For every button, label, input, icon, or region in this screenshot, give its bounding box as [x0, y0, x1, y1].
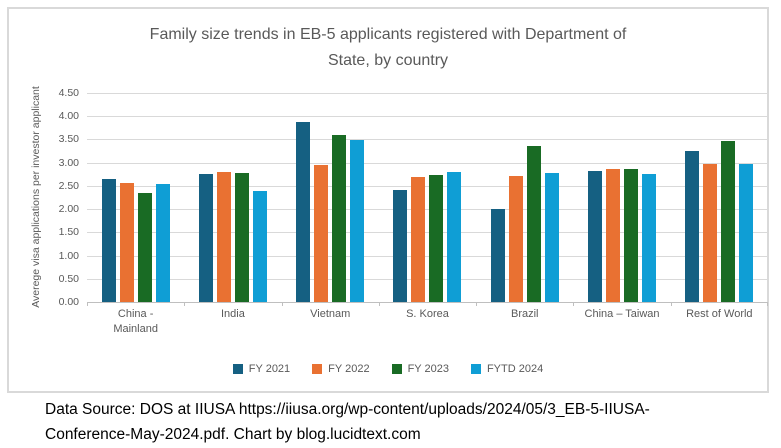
x-axis-category-label: Vietnam — [282, 307, 379, 338]
bar — [685, 151, 700, 302]
gridline — [87, 278, 768, 280]
legend-label: FY 2022 — [328, 363, 370, 375]
x-axis-tick-mark — [476, 302, 478, 306]
bar — [544, 172, 559, 302]
bar — [137, 192, 152, 302]
gridline — [87, 209, 768, 211]
y-axis-tick-label: 2.50 — [58, 179, 79, 192]
y-axis-tick-label: 2.00 — [58, 203, 79, 216]
bar-series-area — [87, 93, 768, 302]
bar — [490, 209, 505, 302]
legend-item: FY 2023 — [391, 363, 449, 375]
bar — [721, 141, 736, 302]
x-axis-category-label: S. Korea — [379, 307, 476, 338]
legend-label: FYTD 2024 — [486, 363, 544, 375]
bar — [624, 169, 639, 302]
legend-label: FY 2021 — [248, 363, 291, 375]
x-axis-tick-mark — [767, 302, 768, 306]
bar-group — [184, 93, 281, 302]
y-axis-tick-label: 0.00 — [58, 296, 79, 308]
bar — [642, 174, 657, 302]
x-axis-category-label-text: S. Korea — [406, 308, 449, 320]
bar — [234, 172, 249, 302]
gridline — [87, 116, 768, 118]
bar — [155, 184, 170, 302]
x-axis-category-label-text: Brazil — [511, 308, 539, 320]
bar — [314, 165, 329, 302]
x-axis-category-label: India — [184, 307, 281, 338]
x-axis-category-label-text: China – Taiwan — [584, 308, 660, 320]
bar — [350, 140, 365, 302]
bar — [429, 175, 444, 302]
y-axis-tick-label: 0.50 — [58, 272, 79, 285]
x-axis-tick-mark — [87, 302, 88, 306]
y-axis-tick-label: 1.00 — [58, 249, 79, 262]
x-axis-category-label-text: India — [220, 308, 245, 320]
gridline — [87, 255, 768, 257]
x-axis-tick-mark — [281, 302, 283, 306]
x-axis-tick-mark — [573, 302, 575, 306]
gridline — [87, 185, 768, 187]
gridline — [87, 162, 768, 164]
bar — [526, 146, 541, 302]
legend-item: FY 2021 — [232, 363, 291, 375]
source-caption: Data Source: DOS at IIUSA https://iiusa.… — [45, 401, 650, 443]
x-axis-category-labels: China - Mainland India Vietnam S. Korea Braz… — [87, 307, 768, 338]
bar-group — [379, 93, 476, 302]
plot-area — [87, 93, 768, 306]
bar — [606, 168, 621, 302]
x-axis-line — [87, 302, 768, 303]
legend-swatch-icon — [470, 364, 481, 374]
chart-frame: Family size trends in EB-5 applicants re… — [7, 7, 769, 393]
legend-label: FY 2023 — [407, 363, 449, 375]
gridline — [87, 139, 768, 141]
legend-item: FYTD 2024 — [470, 363, 544, 375]
y-axis-tick-label: 3.00 — [58, 156, 79, 169]
x-axis-tick-mark — [670, 302, 672, 306]
y-axis-tick-labels: 4.50 4.00 3.50 3.00 2.50 2.00 1.50 1.00 0.50 0.00 — [43, 87, 83, 308]
x-axis-category-label-text: China - Mainland — [113, 308, 158, 336]
bar-group — [573, 93, 670, 302]
bar — [703, 164, 718, 302]
bar — [119, 182, 134, 302]
chart-title: Family size trends in EB-5 applicants re… — [149, 26, 627, 69]
gridline — [87, 93, 768, 94]
bar — [393, 189, 408, 302]
legend-swatch-icon — [391, 364, 402, 374]
bar — [101, 178, 116, 302]
y-axis-tick-label: 4.00 — [58, 110, 79, 123]
x-axis-category-label-text: Vietnam — [310, 308, 351, 320]
gridline — [87, 232, 768, 234]
y-axis-tick-label: 3.50 — [58, 133, 79, 146]
x-axis-category-label: Rest of World — [671, 307, 768, 338]
legend: FY 2021 FY 2022 FY 2023 FYTD 2024 — [9, 363, 767, 375]
bar — [508, 176, 523, 302]
bar — [296, 121, 311, 302]
bar — [252, 191, 267, 302]
x-axis-category-label-text: Rest of World — [686, 308, 753, 320]
bar-group — [476, 93, 573, 302]
bar — [332, 134, 347, 302]
bar — [411, 176, 426, 302]
x-axis-category-label: China – Taiwan — [573, 307, 670, 338]
bar-group — [87, 93, 184, 302]
bar-group — [671, 93, 768, 302]
legend-swatch-icon — [232, 364, 243, 374]
bar — [216, 171, 231, 302]
x-axis-tick-mark — [378, 302, 380, 306]
x-axis-tick-mark — [184, 302, 186, 306]
y-axis-tick-label: 1.50 — [58, 226, 79, 239]
x-axis-category-label: Brazil — [476, 307, 573, 338]
bar — [447, 171, 462, 302]
x-axis-category-label: China - Mainland — [87, 307, 184, 338]
legend-item: FY 2022 — [312, 363, 370, 375]
bar — [739, 164, 754, 302]
bar — [588, 170, 603, 302]
legend-swatch-icon — [312, 364, 323, 374]
bar-group — [282, 93, 379, 302]
y-axis-tick-label: 4.50 — [58, 87, 79, 99]
bar — [198, 174, 213, 302]
